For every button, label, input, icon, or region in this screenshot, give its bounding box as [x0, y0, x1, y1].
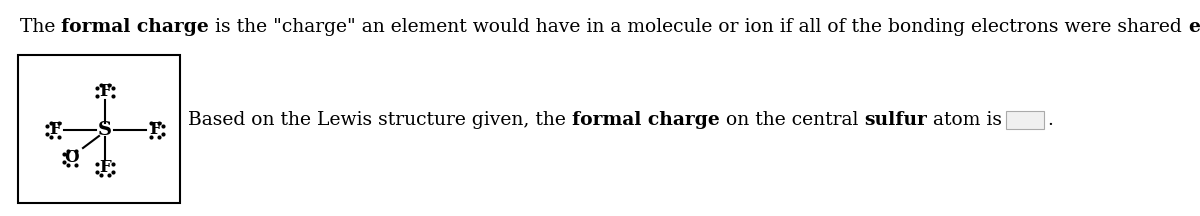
Text: F: F — [100, 159, 110, 176]
Text: atom is: atom is — [926, 111, 1002, 129]
Bar — [1006, 111, 1044, 129]
Text: is the "charge" an element would have in a molecule or ion if all of the bonding: is the "charge" an element would have in… — [209, 18, 1188, 36]
Text: formal charge: formal charge — [61, 18, 209, 36]
Text: equally: equally — [1188, 18, 1200, 36]
Text: S: S — [98, 121, 112, 139]
Text: The: The — [20, 18, 61, 36]
Text: F: F — [100, 84, 110, 100]
Text: Based on the Lewis structure given, the: Based on the Lewis structure given, the — [188, 111, 572, 129]
Text: O: O — [65, 149, 79, 167]
Text: formal charge: formal charge — [572, 111, 720, 129]
Text: F: F — [49, 121, 61, 138]
Text: sulfur: sulfur — [864, 111, 926, 129]
Bar — [18, 55, 180, 203]
Text: F: F — [149, 121, 161, 138]
Text: on the central: on the central — [720, 111, 864, 129]
Text: .: . — [1046, 111, 1052, 129]
